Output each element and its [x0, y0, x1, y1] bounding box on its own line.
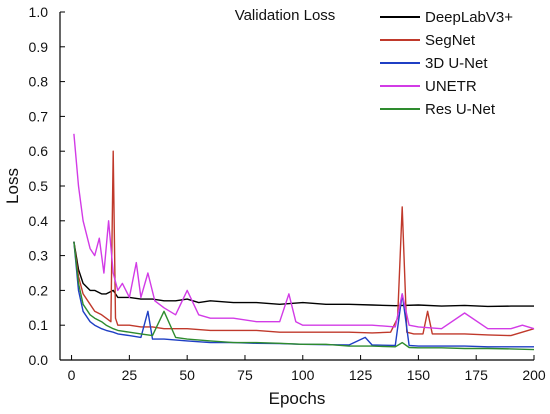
y-tick-label: 0.7: [29, 108, 49, 124]
x-tick-label: 75: [237, 367, 253, 383]
y-axis-title: Loss: [3, 168, 22, 204]
series-line-segnet: [73, 150, 535, 337]
legend-label: DeepLabV3+: [425, 9, 513, 26]
legend-label: Res U-Net: [425, 101, 496, 118]
series-line-res-u-net: [73, 241, 535, 351]
x-axis-title: Epochs: [269, 389, 326, 408]
x-tick-label: 100: [291, 367, 315, 383]
y-tick-label: 0.2: [29, 282, 49, 298]
y-tick-label: 0.3: [29, 248, 49, 264]
axes: 0.0 0.1 0.2 0.3 0.4 0.5 0.6 0.7 0.8 0.9 1.0 0 25 50 75…: [29, 4, 546, 383]
y-tick-label: 0.8: [29, 74, 49, 90]
legend-label: SegNet: [425, 32, 476, 49]
series-line-unetr: [73, 133, 535, 330]
legend-label: UNETR: [425, 78, 477, 95]
x-tick-label: 150: [407, 367, 431, 383]
series-line-deeplabv3: [73, 241, 534, 308]
y-tick-label: 0.4: [29, 213, 49, 229]
y-tick-label: 0.6: [29, 143, 49, 159]
legend: DeepLabV3+ SegNet 3D U-Net UNETR Res U-Net: [380, 9, 513, 118]
x-tick-label: 50: [179, 367, 195, 383]
x-tick-label: 200: [522, 367, 546, 383]
y-tick-label: 0.5: [29, 178, 49, 194]
x-tick-label: 175: [465, 367, 489, 383]
series-line-3d-u-net: [73, 241, 534, 348]
chart-title: Validation Loss: [235, 7, 336, 24]
x-tick-label: 125: [349, 367, 373, 383]
legend-label: 3D U-Net: [425, 55, 488, 72]
y-tick-label: 0.0: [29, 352, 49, 368]
series-lines: [73, 133, 535, 351]
y-tick-label: 0.1: [29, 317, 49, 333]
y-tick-label: 0.9: [29, 39, 49, 55]
x-tick-label: 0: [68, 367, 76, 383]
x-tick-label: 25: [122, 367, 138, 383]
y-tick-label: 1.0: [29, 4, 49, 20]
